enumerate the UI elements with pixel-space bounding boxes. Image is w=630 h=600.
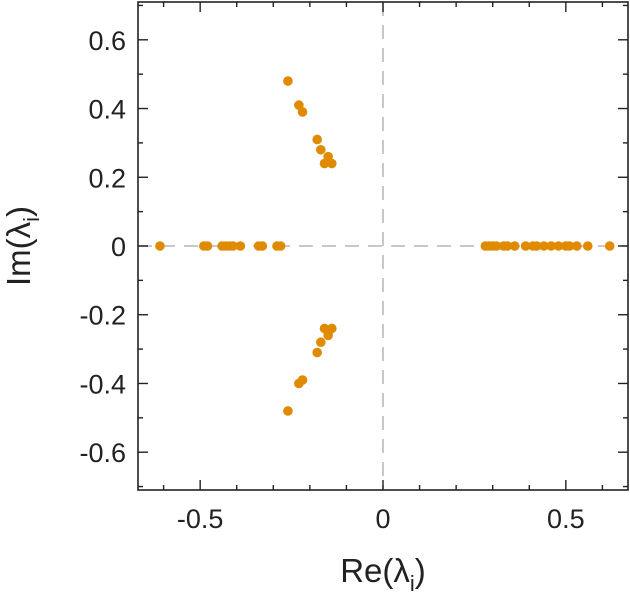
y-tick-label: -0.2: [79, 301, 126, 331]
data-point: [553, 241, 564, 251]
data-point: [228, 241, 238, 251]
data-point: [520, 241, 531, 251]
x-axis-label: Re(λi): [340, 552, 426, 596]
data-point: [327, 158, 337, 169]
data-point: [297, 375, 308, 385]
data-point: [297, 107, 308, 117]
y-axis-label: Im(λi): [0, 206, 44, 286]
data-point: [283, 76, 293, 86]
data-point: [316, 144, 326, 155]
data-point: [509, 241, 520, 251]
data-point: [257, 241, 268, 251]
data-point: [564, 241, 575, 251]
data-point: [491, 241, 502, 251]
data-point: [316, 337, 326, 348]
data-point: [572, 241, 582, 251]
data-point: [312, 347, 322, 358]
data-point: [327, 323, 337, 334]
data-point: [531, 241, 542, 251]
data-point: [604, 241, 615, 251]
y-tick-label: 0.4: [88, 95, 126, 125]
y-tick-label: 0.6: [88, 26, 126, 56]
axis-ticks: [138, 2, 628, 490]
plot-frame: [137, 1, 629, 491]
data-point: [235, 241, 246, 251]
data-point: [582, 241, 593, 251]
y-tick-label: -0.4: [79, 369, 126, 399]
x-tick-label: 0.5: [547, 504, 585, 534]
data-point: [502, 241, 513, 251]
y-tick-label: -0.6: [79, 438, 126, 468]
tick-labels: -0.5 0 0.5 0.6 0.4 0.2 0 -0.2 -0.4 -0.6: [79, 26, 584, 534]
data-point: [275, 241, 286, 251]
data-point: [312, 134, 322, 145]
y-tick-label: 0.2: [88, 163, 126, 193]
data-point: [283, 406, 293, 416]
data-point: [539, 241, 549, 251]
x-tick-label: 0: [375, 504, 390, 534]
y-tick-label: 0: [111, 232, 126, 262]
data-points: [155, 76, 615, 416]
data-point: [202, 241, 213, 251]
data-point: [155, 241, 165, 251]
x-tick-label: -0.5: [177, 504, 224, 534]
data-point: [546, 241, 557, 251]
